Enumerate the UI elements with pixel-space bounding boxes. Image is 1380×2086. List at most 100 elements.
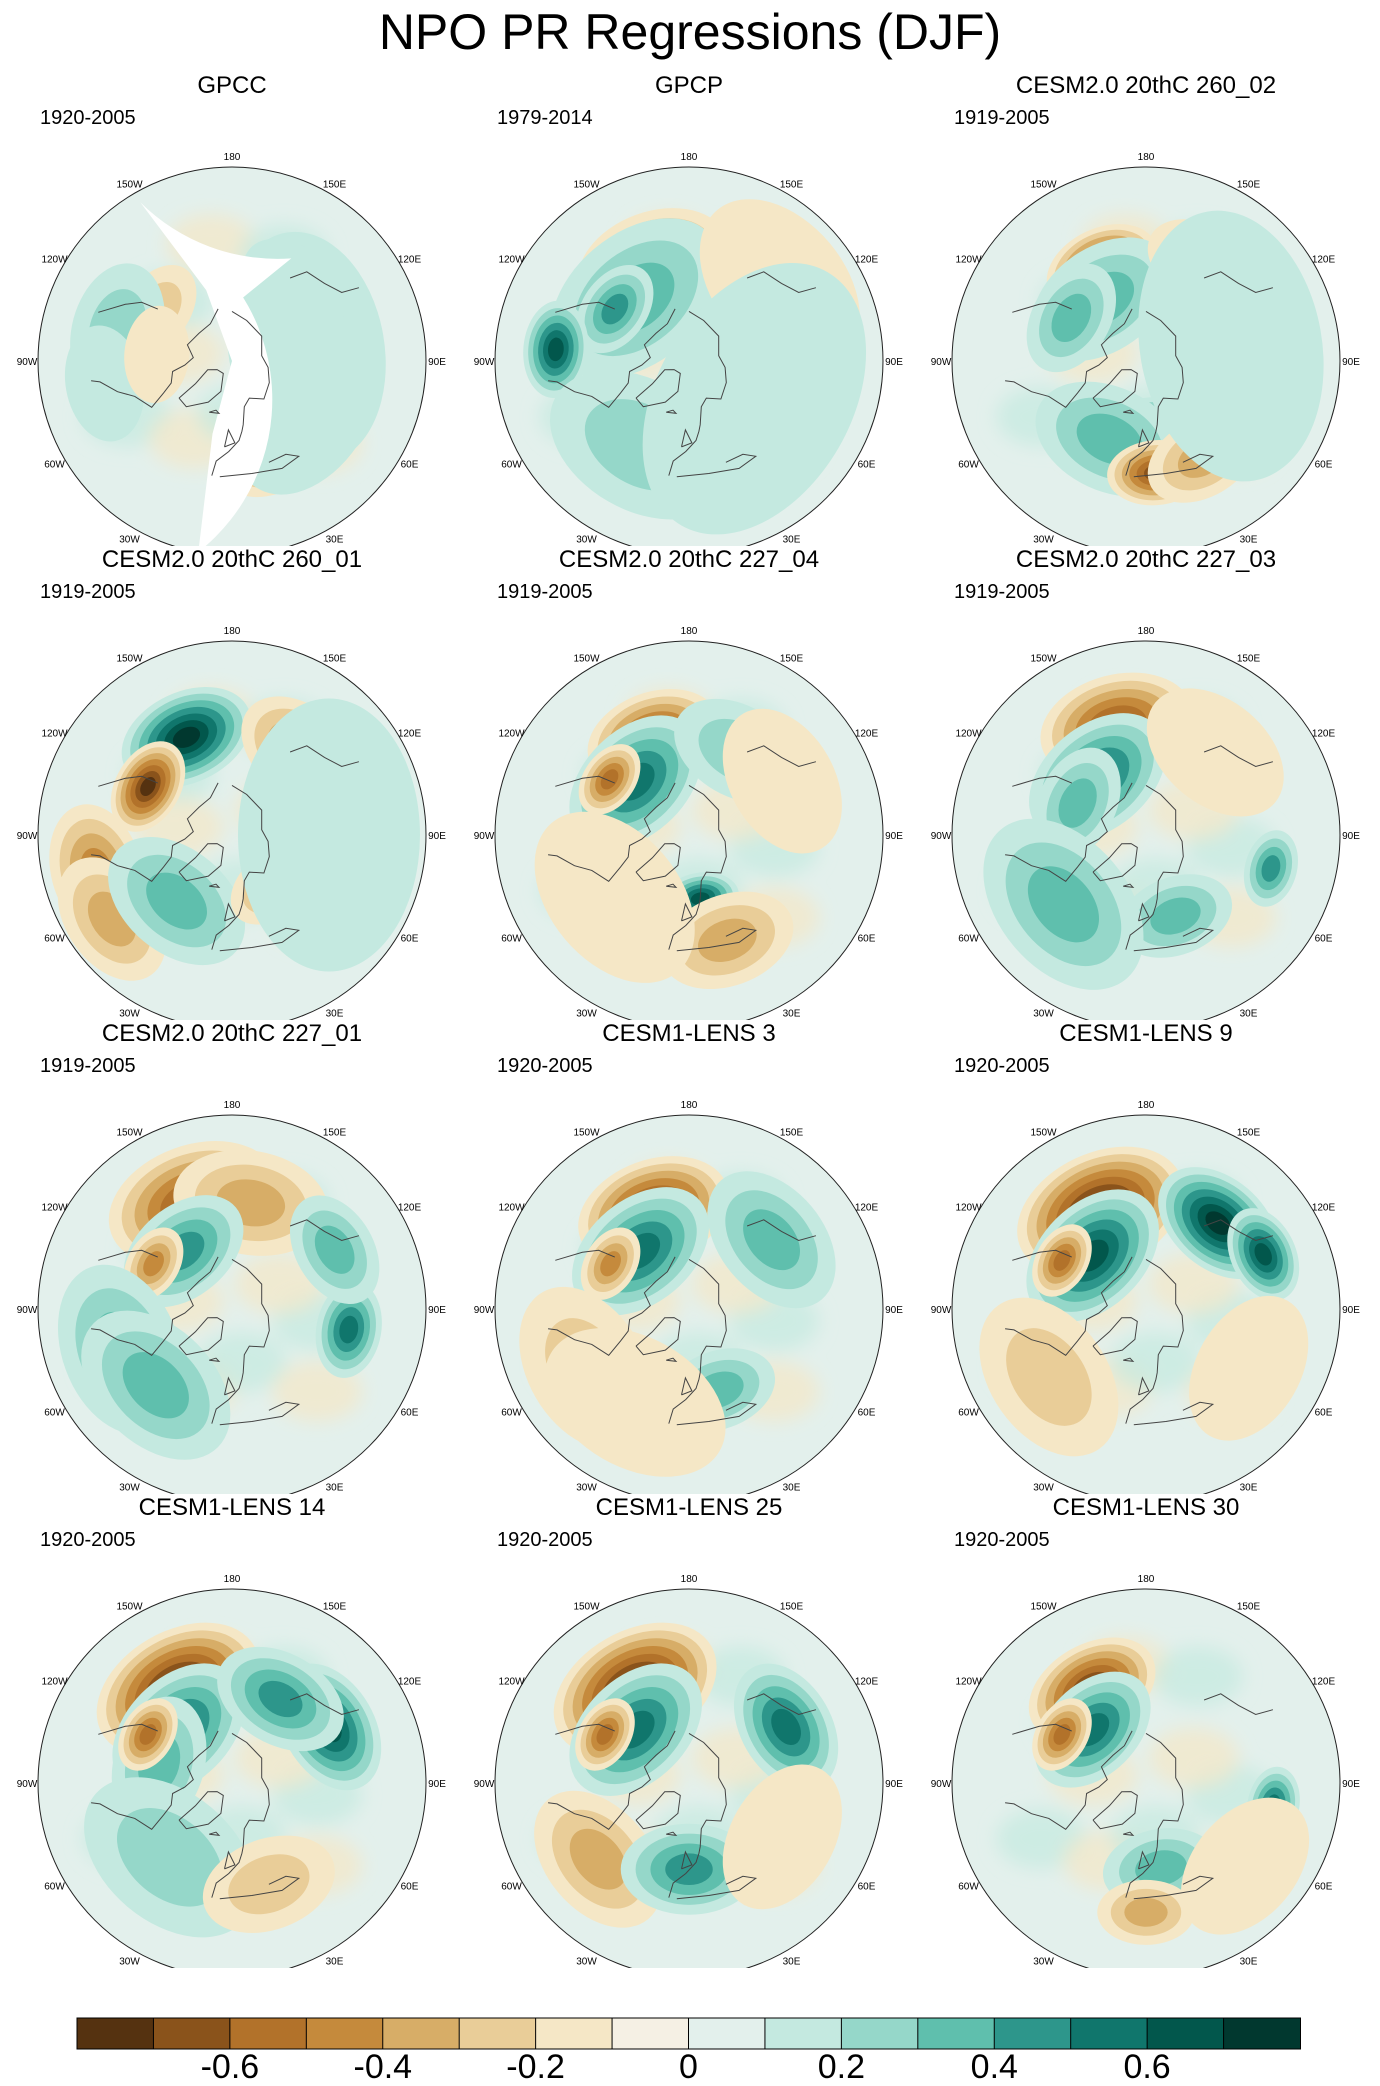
colorbar-swatch: [688, 2017, 766, 2050]
coastline: [1092, 1317, 1138, 1356]
longitude-label: 120E: [398, 1677, 422, 1688]
weak-anomaly-patch: [1110, 1332, 1201, 1393]
longitude-label: 30W: [119, 1483, 140, 1494]
longitude-label: 150W: [116, 1602, 143, 1613]
longitude-label: 60W: [501, 460, 522, 471]
longitude-label: 60W: [44, 1882, 65, 1893]
longitude-label: 90W: [17, 831, 38, 842]
coastline: [91, 782, 219, 882]
coastline: [1125, 784, 1184, 950]
coastline: [209, 409, 221, 414]
coastline: [1138, 428, 1150, 448]
coastline: [1123, 883, 1135, 888]
contour-level: [569, 1828, 627, 1890]
longitude-label: 60E: [1315, 934, 1333, 945]
coastline: [1012, 301, 1072, 313]
colorbar-swatch: [840, 2017, 919, 2050]
longitude-label: 60E: [858, 1408, 876, 1419]
longitude-label: 30E: [783, 1483, 801, 1494]
longitude-label: 90W: [931, 357, 952, 368]
longitude-label: 30W: [1033, 535, 1054, 546]
coastline: [676, 453, 758, 478]
longitude-label: 150W: [573, 1602, 600, 1613]
coastline: [1092, 369, 1138, 408]
longitude-label: 90W: [931, 1305, 952, 1316]
longitude-label: 150E: [780, 1602, 804, 1613]
polar-map: 180150E120E90E60E30E030W60W90W120W150W: [17, 1574, 446, 1968]
map-border: [494, 166, 884, 546]
colorbar-swatch: [764, 2017, 843, 2050]
longitude-label: 30E: [326, 1009, 344, 1020]
contour-level: [1150, 897, 1201, 935]
anomaly-blob: [110, 741, 186, 832]
anomaly-blob: [722, 708, 842, 854]
anomaly-field: [82, 1622, 382, 1938]
longitude-label: 90E: [1342, 1305, 1360, 1316]
longitude-label: 180: [224, 1574, 241, 1585]
anomaly-field: [519, 1156, 836, 1477]
colorbar-tick-label: 0.2: [818, 2048, 865, 2086]
coastline: [676, 1401, 758, 1426]
map-border: [37, 1114, 427, 1494]
contour-level: [722, 1764, 842, 1910]
anomaly-blob: [1034, 747, 1121, 859]
anomaly-field: [996, 210, 1324, 506]
anomaly-field: [49, 686, 420, 981]
longitude-label: 90E: [885, 1305, 903, 1316]
coastline: [681, 1376, 693, 1396]
map-panel: CESM2.0 20thC 227_04 1919-2005 180 150E 12…: [459, 546, 919, 1020]
longitude-label: 120W: [498, 1203, 525, 1214]
anomaly-field: [534, 1622, 842, 1928]
anomaly-field: [523, 199, 867, 535]
longitude-label: 150W: [116, 180, 143, 191]
anomaly-blob: [544, 1327, 726, 1477]
coastline: [668, 784, 727, 950]
longitude-label: 120W: [498, 255, 525, 266]
longitude-label: 120E: [855, 729, 879, 740]
colorbar-swatch: [382, 2017, 461, 2050]
anomaly-field: [534, 688, 842, 990]
coastline: [219, 1401, 301, 1426]
coastline: [1012, 775, 1072, 787]
longitude-label: 150E: [780, 654, 804, 665]
coastline: [666, 409, 678, 414]
coastline: [668, 310, 727, 476]
anomaly-blob: [534, 1790, 663, 1928]
longitude-label: 60E: [401, 1882, 419, 1893]
longitude-label: 150E: [1237, 654, 1261, 665]
panel-period: 1919-2005: [40, 1055, 136, 1077]
contour-level: [116, 1808, 223, 1907]
contour-level: [1181, 1797, 1310, 1935]
coastline: [635, 1317, 681, 1356]
contour-level: [124, 305, 190, 404]
contour-level: [1205, 1211, 1231, 1235]
coastline: [224, 902, 236, 922]
colorbar-tick-label: -0.6: [201, 2048, 260, 2086]
coastline: [1138, 1376, 1150, 1396]
longitude-label: 30W: [1033, 1957, 1054, 1968]
longitude-label: 60W: [958, 1882, 979, 1893]
colorbar-swatch: [458, 2017, 537, 2050]
longitude-label: 90W: [17, 357, 38, 368]
coastline: [178, 1317, 224, 1356]
longitude-label: 120E: [855, 255, 879, 266]
coastline: [98, 775, 158, 787]
longitude-label: 90E: [428, 1305, 446, 1316]
coastline: [1092, 1791, 1138, 1830]
anomaly-blob: [578, 744, 641, 815]
colorbar-tick-label: -0.2: [506, 2048, 565, 2086]
coastline: [1203, 1219, 1274, 1242]
longitude-label: 30W: [119, 1957, 140, 1968]
longitude-label: 120E: [398, 255, 422, 266]
anomaly-blob: [620, 1823, 758, 1915]
longitude-label: 90W: [931, 1779, 952, 1790]
map-border: [951, 640, 1341, 1020]
contour-level: [600, 769, 619, 790]
anomaly-blob: [217, 1646, 344, 1752]
anomaly-blob: [722, 1764, 842, 1910]
map-border: [494, 640, 884, 1020]
anomaly-blob: [580, 1227, 641, 1300]
longitude-label: 90E: [1342, 831, 1360, 842]
coastline: [1138, 902, 1150, 922]
longitude-label: 150W: [1030, 1602, 1057, 1613]
